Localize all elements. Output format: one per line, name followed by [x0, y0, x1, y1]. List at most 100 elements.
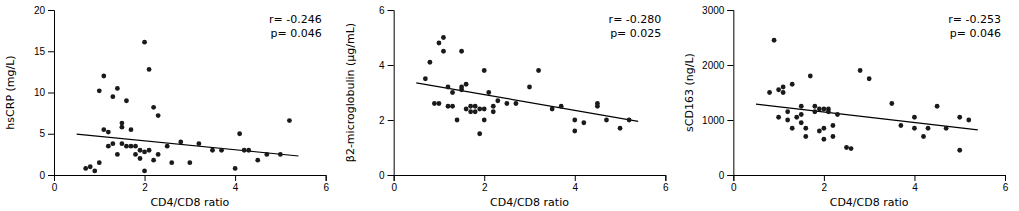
scatter-point	[559, 104, 564, 109]
x-axis: 0246	[391, 175, 669, 193]
scatter-point	[437, 41, 442, 46]
y-tick-mark	[388, 10, 394, 11]
scatter-point	[147, 67, 152, 72]
x-tick: 6	[663, 175, 669, 193]
scatter-point	[169, 160, 174, 165]
x-tick: 4	[233, 175, 239, 193]
scatter-point	[88, 164, 93, 169]
y-tick: 6	[379, 5, 394, 16]
annotation: r= -0.280	[609, 13, 662, 26]
scatter-point	[808, 74, 813, 79]
scatter-point	[572, 129, 577, 134]
y-tick-label: 0	[719, 170, 725, 181]
scatter-point	[514, 101, 519, 106]
y-axis-line	[388, 11, 395, 176]
scatter-point	[196, 141, 201, 146]
scatter-point	[142, 150, 147, 155]
y-tick: 0	[39, 170, 54, 181]
x-axis: 0246	[52, 175, 330, 193]
scatter-point	[790, 82, 795, 87]
scatter-point	[138, 156, 143, 161]
x-tick-label: 6	[323, 182, 329, 193]
scatter-point	[115, 86, 120, 91]
annotation: p= 0.046	[950, 27, 1001, 40]
y-tick-label: 1000	[702, 115, 725, 126]
scatter-point	[482, 118, 487, 123]
scatter-point	[477, 107, 482, 112]
y-tick: 1000	[702, 115, 733, 126]
y-axis-title: sCD163 (ng/L)	[683, 53, 696, 132]
y-tick-label: 0	[379, 170, 385, 181]
scatter-point	[803, 134, 808, 139]
scatter-point	[110, 141, 115, 146]
x-tick-mark	[235, 175, 236, 181]
y-tick-label: 2	[379, 115, 385, 126]
y-tick: 20	[34, 5, 54, 16]
scatter-point	[799, 120, 804, 125]
scatter-point	[255, 158, 260, 163]
scatter-point	[115, 152, 120, 157]
scatter-points	[83, 40, 292, 174]
scatter-point	[83, 166, 88, 171]
x-tick-mark	[575, 175, 576, 181]
scatter-point	[912, 126, 917, 131]
x-tick: 6	[1003, 175, 1009, 193]
scatter-point	[106, 130, 111, 135]
y-tick-label: 2000	[702, 60, 725, 71]
x-tick: 0	[52, 175, 58, 193]
x-tick-mark	[145, 175, 146, 181]
x-axis: 0 2 4 6	[731, 175, 1009, 193]
scatter-points	[767, 38, 971, 153]
scatter-point	[550, 107, 555, 112]
scatter-point	[133, 152, 138, 157]
scatter-point	[772, 38, 777, 43]
x-tick-label: 0	[731, 182, 737, 193]
scatter-point	[849, 146, 854, 151]
x-axis-title: CD4/CD8 ratio	[490, 196, 569, 209]
y-tick: 10	[34, 87, 54, 98]
x-tick-label: 2	[822, 182, 828, 193]
scatter-point	[101, 74, 106, 79]
scatter-point	[441, 49, 446, 54]
y-tick-label: 4	[379, 60, 385, 71]
y-axis: 0 2 4 6	[379, 5, 394, 181]
scatter-point	[151, 158, 156, 163]
scatter-point	[957, 148, 962, 153]
scatter-point	[912, 115, 917, 120]
scatter-point	[821, 107, 826, 112]
x-tick-label: 0	[391, 182, 397, 193]
scatter-point	[446, 85, 451, 90]
scatter-point	[101, 127, 106, 132]
x-tick-mark	[484, 175, 485, 181]
scatter-point	[219, 148, 224, 153]
x-tick: 4	[572, 175, 578, 193]
scatter-point	[790, 126, 795, 131]
scatter-point	[142, 40, 147, 45]
scatter-point	[835, 112, 840, 117]
y-tick-mark	[48, 10, 54, 11]
plot-area	[416, 35, 638, 136]
y-tick: 2	[379, 115, 394, 126]
y-tick: 2000	[702, 60, 733, 71]
y-tick-mark	[388, 120, 394, 121]
scatter-point	[889, 101, 894, 106]
x-tick-mark	[824, 175, 825, 181]
scatter-point	[178, 140, 183, 145]
scatter-point	[264, 152, 269, 157]
y-axis-line	[48, 11, 55, 176]
scatter-point	[142, 168, 147, 173]
scatter-point	[106, 144, 111, 149]
scatter-point	[120, 121, 125, 126]
annotations: r= -0.280p= 0.025	[609, 13, 662, 40]
x-tick-label: 4	[912, 182, 918, 193]
scatter-point	[581, 120, 586, 125]
x-tick-label: 0	[52, 182, 58, 193]
scatter-point	[133, 144, 138, 149]
scatter-point	[812, 104, 817, 109]
annotation: r= -0.246	[269, 13, 322, 26]
x-axis-title: CD4/CD8 ratio	[830, 196, 909, 209]
scatter-point	[120, 141, 125, 146]
annotation: p= 0.046	[270, 27, 321, 40]
x-axis-title: CD4/CD8 ratio	[150, 196, 229, 209]
scatter-point	[803, 126, 808, 131]
